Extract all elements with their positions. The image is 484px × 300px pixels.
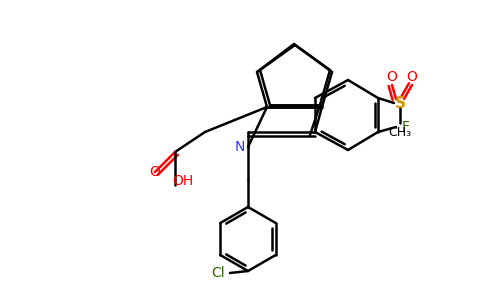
Text: F: F (402, 120, 410, 134)
Text: O: O (150, 165, 160, 179)
Text: S: S (394, 95, 406, 110)
Text: O: O (387, 70, 397, 84)
Text: Cl: Cl (211, 266, 225, 280)
Text: OH: OH (172, 174, 194, 188)
Text: O: O (407, 70, 417, 84)
Text: N: N (235, 140, 245, 154)
Text: CH₃: CH₃ (389, 127, 411, 140)
